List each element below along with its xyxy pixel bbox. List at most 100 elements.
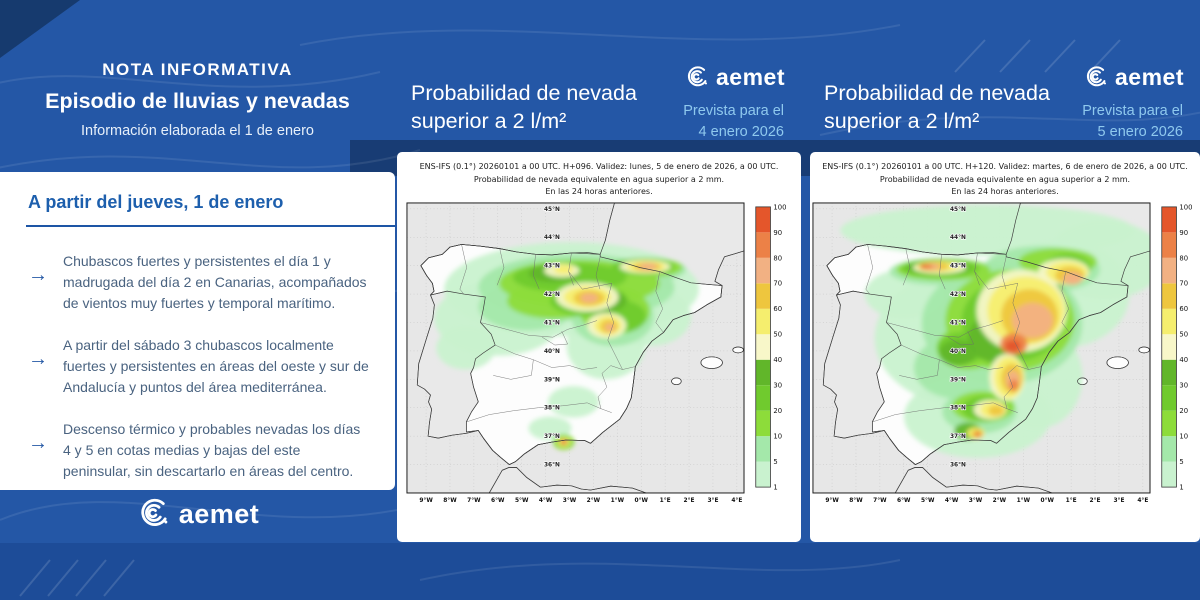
svg-text:36°N: 36°N bbox=[950, 462, 966, 468]
forecast-label: Prevista para el bbox=[1082, 103, 1183, 119]
svg-text:5: 5 bbox=[773, 458, 777, 466]
bullet-item: → Chubascos fuertes y persistentes el dí… bbox=[28, 251, 369, 314]
svg-text:60: 60 bbox=[773, 305, 782, 313]
map-panel-title: Probabilidad de nevada superior a 2 l/m² bbox=[411, 80, 637, 136]
svg-text:44°N: 44°N bbox=[544, 235, 560, 241]
bullet-item: → Descenso térmico y probables nevadas l… bbox=[28, 419, 369, 482]
map-panel-title: Probabilidad de nevada superior a 2 l/m² bbox=[824, 80, 1050, 136]
svg-text:2°W: 2°W bbox=[993, 498, 1007, 504]
svg-text:1°E: 1°E bbox=[660, 498, 671, 504]
svg-text:40°N: 40°N bbox=[544, 349, 560, 355]
bullet-text: Descenso térmico y probables nevadas los… bbox=[63, 421, 361, 479]
svg-text:2°E: 2°E bbox=[1090, 498, 1101, 504]
svg-text:5°W: 5°W bbox=[921, 498, 935, 504]
aemet-logo: aemet bbox=[0, 497, 395, 531]
divider bbox=[26, 225, 395, 227]
note-kicker: NOTA INFORMATIVA bbox=[102, 60, 293, 79]
forecast-date: 4 enero 2026 bbox=[698, 124, 784, 141]
svg-text:6°W: 6°W bbox=[491, 498, 505, 504]
svg-text:39°N: 39°N bbox=[544, 377, 560, 383]
svg-text:20: 20 bbox=[773, 407, 782, 415]
svg-text:30: 30 bbox=[773, 381, 782, 389]
svg-text:42°N: 42°N bbox=[950, 292, 966, 298]
svg-text:0°W: 0°W bbox=[1040, 498, 1054, 504]
svg-text:45°N: 45°N bbox=[950, 207, 966, 213]
forecast-date-block: Prevista para el 4 enero 2026 bbox=[683, 101, 784, 143]
forecast-label: Prevista para el bbox=[683, 103, 784, 119]
svg-text:10: 10 bbox=[773, 432, 782, 440]
svg-text:39°N: 39°N bbox=[950, 377, 966, 383]
bullet-text: A partir del sábado 3 chubascos localmen… bbox=[63, 337, 369, 395]
aemet-swirl-icon bbox=[141, 498, 168, 526]
svg-text:1°W: 1°W bbox=[1017, 498, 1031, 504]
snow-probability-map-day4: 45°N 44°N 43°N 42°N 41°N 40°N 39°N 38°N 37°N 36°N… bbox=[406, 202, 786, 504]
forecast-date-block: Prevista para el 5 enero 2026 bbox=[1082, 101, 1183, 143]
svg-text:10: 10 bbox=[1179, 432, 1188, 440]
footer-band bbox=[0, 543, 1200, 600]
svg-text:40°N: 40°N bbox=[950, 349, 966, 355]
svg-text:1°E: 1°E bbox=[1066, 498, 1077, 504]
bullet-item: → A partir del sábado 3 chubascos localm… bbox=[28, 335, 369, 398]
svg-text:43°N: 43°N bbox=[544, 263, 560, 269]
svg-text:7°W: 7°W bbox=[873, 498, 887, 504]
arrow-icon: → bbox=[28, 348, 48, 370]
map-caption-variable: Probabilidad de nevada equivalente en ag… bbox=[473, 174, 725, 184]
svg-text:100: 100 bbox=[1179, 203, 1192, 211]
bullet-list: → Chubascos fuertes y persistentes el dí… bbox=[28, 251, 369, 482]
note-subtitle: Información elaborada el 1 de enero bbox=[81, 123, 314, 139]
svg-text:3°W: 3°W bbox=[563, 498, 577, 504]
bullet-text: Chubascos fuertes y persistentes el día … bbox=[63, 253, 367, 311]
map-caption-variable: Probabilidad de nevada equivalente en ag… bbox=[879, 174, 1131, 184]
aemet-logo-text: aemet bbox=[1115, 64, 1184, 90]
svg-text:38°N: 38°N bbox=[544, 405, 560, 411]
svg-text:70: 70 bbox=[1179, 280, 1188, 288]
title-line1: Probabilidad de nevada bbox=[824, 81, 1050, 105]
svg-text:4°E: 4°E bbox=[1137, 498, 1148, 504]
svg-text:9°W: 9°W bbox=[825, 498, 839, 504]
map-caption-run: ENS-IFS (0.1°) 20260101 a 00 UTC. H+120.… bbox=[822, 162, 1188, 171]
svg-text:5°W: 5°W bbox=[515, 498, 529, 504]
svg-text:38°N: 38°N bbox=[950, 405, 966, 411]
svg-text:90: 90 bbox=[773, 229, 782, 237]
note-card: A partir del jueves, 1 de enero → Chubas… bbox=[0, 172, 395, 490]
map-card: ENS-IFS (0.1°) 20260101 a 00 UTC. H+120.… bbox=[810, 152, 1200, 542]
svg-text:5: 5 bbox=[1179, 458, 1183, 466]
svg-text:0°W: 0°W bbox=[634, 498, 648, 504]
map-caption-run: ENS-IFS (0.1°) 20260101 a 00 UTC. H+096.… bbox=[419, 162, 779, 171]
svg-text:1°W: 1°W bbox=[611, 498, 625, 504]
title-line1: Probabilidad de nevada bbox=[411, 81, 637, 105]
svg-text:37°N: 37°N bbox=[950, 434, 966, 440]
svg-text:4°W: 4°W bbox=[945, 498, 959, 504]
svg-text:50: 50 bbox=[1179, 330, 1188, 338]
svg-text:7°W: 7°W bbox=[467, 498, 481, 504]
svg-text:36°N: 36°N bbox=[544, 462, 560, 468]
svg-text:1: 1 bbox=[1179, 483, 1183, 491]
svg-text:8°W: 8°W bbox=[443, 498, 457, 504]
title-line2: superior a 2 l/m² bbox=[824, 108, 980, 133]
svg-text:30: 30 bbox=[1179, 381, 1188, 389]
svg-text:50: 50 bbox=[773, 330, 782, 338]
aemet-swirl-icon bbox=[1086, 66, 1107, 87]
svg-text:3°E: 3°E bbox=[707, 498, 718, 504]
note-header: NOTA INFORMATIVA Episodio de lluvias y n… bbox=[0, 60, 395, 139]
arrow-icon: → bbox=[28, 264, 48, 286]
map-caption-period: En las 24 horas anteriores. bbox=[951, 187, 1059, 197]
map-card: ENS-IFS (0.1°) 20260101 a 00 UTC. H+096.… bbox=[397, 152, 801, 542]
svg-text:42°N: 42°N bbox=[544, 292, 560, 298]
aemet-logo: aemet bbox=[1083, 64, 1184, 91]
svg-text:60: 60 bbox=[1179, 305, 1188, 313]
corner-triangle bbox=[0, 0, 80, 58]
svg-text:80: 80 bbox=[1179, 254, 1188, 262]
svg-text:8°W: 8°W bbox=[849, 498, 863, 504]
svg-text:3°W: 3°W bbox=[969, 498, 983, 504]
aemet-logo: aemet bbox=[684, 64, 785, 91]
svg-text:44°N: 44°N bbox=[950, 235, 966, 241]
svg-text:4°E: 4°E bbox=[731, 498, 742, 504]
note-title: Episodio de lluvias y nevadas bbox=[45, 89, 350, 113]
svg-text:2°E: 2°E bbox=[684, 498, 695, 504]
svg-text:90: 90 bbox=[1179, 229, 1188, 237]
svg-text:70: 70 bbox=[773, 280, 782, 288]
svg-text:1: 1 bbox=[773, 483, 777, 491]
aemet-logo-text: aemet bbox=[716, 64, 785, 90]
